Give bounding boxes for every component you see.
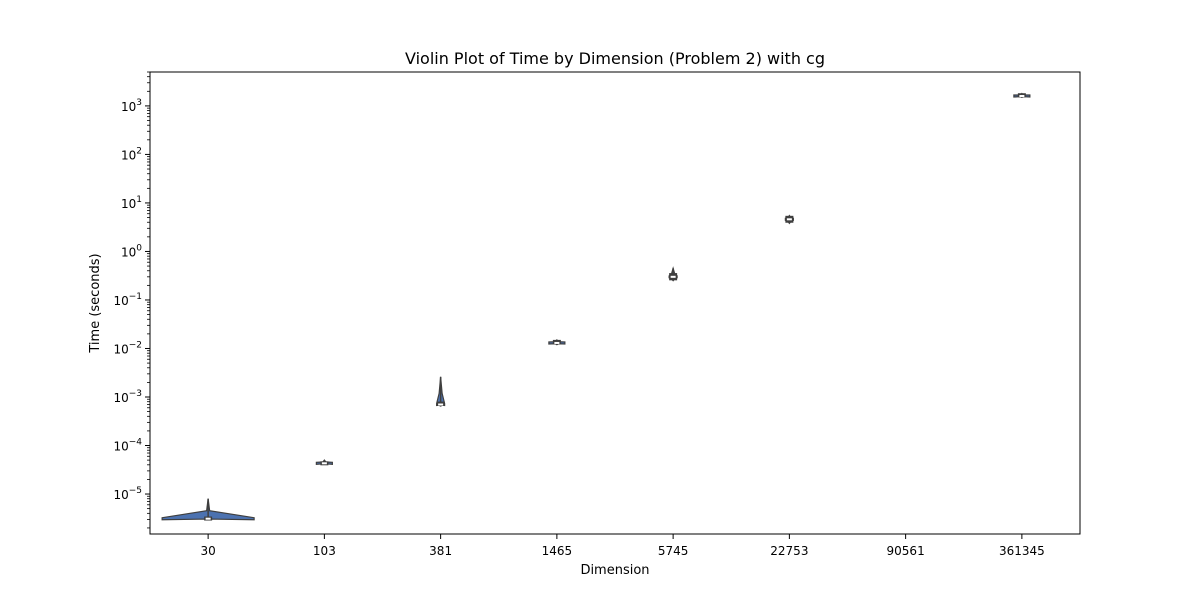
y-tick-label: 101 [121,195,142,211]
x-tick-label: 381 [429,544,452,558]
violin-381 [436,376,446,407]
x-axis-ticks: 30 103 381 1465 5745 22753 90561 361345 [200,534,1045,558]
violin-22753 [784,214,794,225]
x-tick-label: 90561 [887,544,925,558]
y-axis-label: Time (seconds) [88,253,103,353]
violin-5745 [668,266,678,282]
violin-361345 [1013,92,1031,99]
y-tick-label: 10−1 [113,292,142,308]
violin-median [554,341,560,344]
violin-1465 [548,339,566,346]
violin-median [321,462,327,465]
violin-median [205,517,211,520]
y-tick-label: 10−2 [113,340,142,356]
violin-median [1019,95,1025,98]
chart-title: Violin Plot of Time by Dimension (Proble… [405,49,825,68]
violin-median [438,403,444,406]
y-tick-label: 10−5 [113,486,142,502]
x-tick-label: 5745 [658,544,689,558]
y-tick-label: 100 [121,243,142,259]
y-tick-label: 103 [121,98,142,114]
violin-30 [161,498,255,521]
y-tick-label: 102 [121,146,142,162]
x-tick-label: 103 [313,544,336,558]
x-tick-label: 30 [200,544,215,558]
x-tick-label: 22753 [770,544,808,558]
x-axis-label: Dimension [580,563,649,578]
x-tick-label: 361345 [999,544,1045,558]
x-tick-label: 1465 [542,544,573,558]
violin-median [670,275,676,278]
y-axis-ticks: 10−5 10−4 10−3 10−2 10−1 100 101 102 103 [113,71,150,529]
violin-median [786,218,792,221]
plot-area [161,92,1031,521]
y-tick-label: 10−4 [113,438,142,454]
violin-103 [315,459,333,466]
y-tick-label: 10−3 [113,389,142,405]
plot-frame [149,71,1081,535]
